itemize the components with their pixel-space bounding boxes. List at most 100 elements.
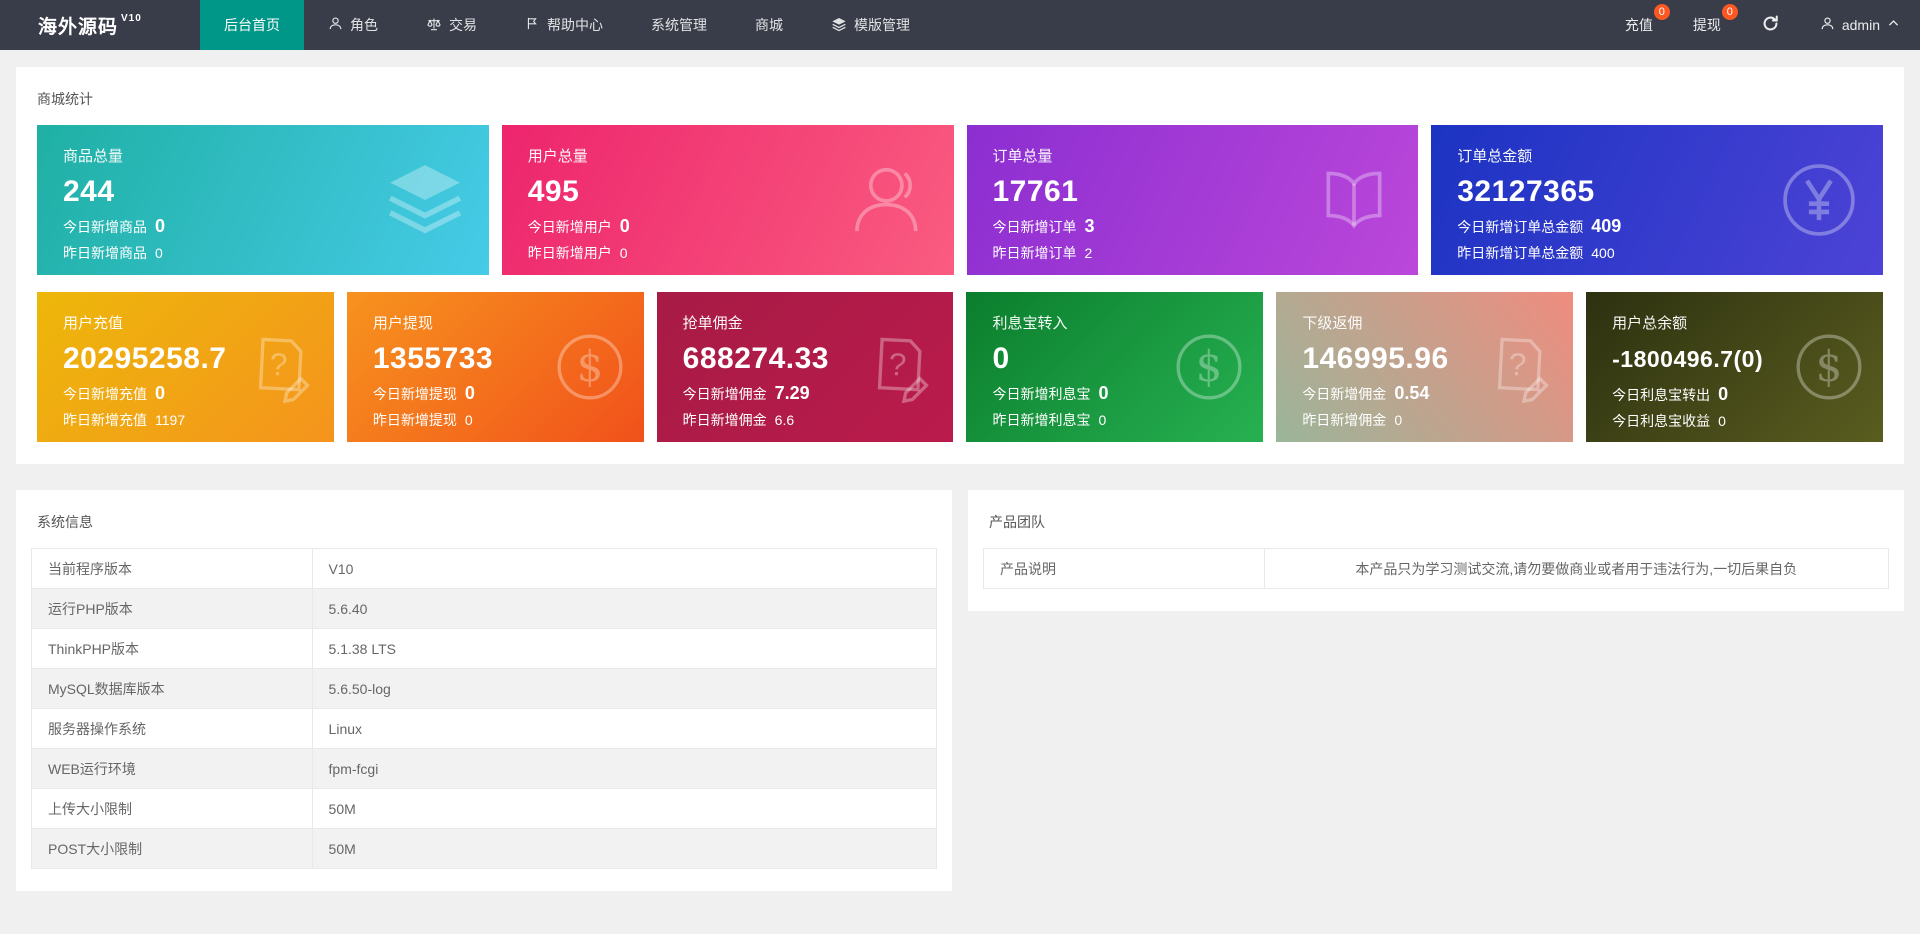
user-menu[interactable]: admin <box>1800 0 1920 50</box>
stat-value: 20295258.7 <box>63 342 227 375</box>
stat-today-line: 今日新增利息宝 0 <box>992 383 1109 403</box>
stat-value: -1800496.7(0) <box>1612 346 1764 372</box>
stat-title: 商品总量 <box>63 148 124 165</box>
withdraw-button[interactable]: 提现 0 <box>1673 0 1741 50</box>
row-value: 50M <box>311 828 938 869</box>
stat-value: 688274.33 <box>682 342 829 375</box>
app-logo[interactable]: 海外源码 V10 <box>0 0 200 50</box>
stat-value: 244 <box>63 175 115 208</box>
withdraw-label: 提现 <box>1692 17 1721 33</box>
stat-card-users: 用户总量 495 今日新增用户 0 昨日新增用户 0 <box>501 125 954 275</box>
system-info-title: 系统信息 <box>37 514 93 530</box>
row-label: POST大小限制 <box>31 828 313 869</box>
stat-card-order-commission: 抢单佣金 688274.33 今日新增佣金 7.29 昨日新增佣金 6.6 ? <box>656 292 954 442</box>
recharge-badge: 0 <box>1653 4 1670 20</box>
nav-item-home[interactable]: 后台首页 <box>200 0 304 50</box>
stat-today-line: 今日新增提现 0 <box>372 383 475 403</box>
username: admin <box>1841 17 1880 33</box>
svg-text:$: $ <box>1196 342 1223 391</box>
nav-item-trade[interactable]: 交易 <box>402 0 501 50</box>
withdraw-badge: 0 <box>1721 4 1738 20</box>
stat-title: 利息宝转入 <box>992 315 1068 332</box>
row-value: 50M <box>311 788 938 829</box>
stat-today-line: 今日新增商品 0 <box>63 216 166 236</box>
stat-yesterday-line: 昨日新增利息宝 0 <box>992 412 1107 428</box>
svg-text:?: ? <box>1508 346 1527 383</box>
table-row: 当前程序版本 V10 <box>31 548 938 589</box>
stat-value: 32127365 <box>1457 175 1595 208</box>
table-row: 服务器操作系统 Linux <box>31 708 938 749</box>
stat-value: 0 <box>992 342 1010 375</box>
product-team-title: 产品团队 <box>989 514 1045 530</box>
stat-title: 订单总量 <box>992 148 1053 165</box>
stats-row-2: 用户充值 20295258.7 今日新增充值 0 昨日新增充值 1197 ? 用户提… <box>31 292 1889 442</box>
person-icon <box>1820 16 1835 34</box>
nav-item-label: 帮助中心 <box>547 17 603 33</box>
mall-stats-title: 商城统计 <box>37 91 93 107</box>
nav-item-roles[interactable]: 角色 <box>304 0 402 50</box>
row-label: 当前程序版本 <box>31 548 313 589</box>
nav-item-template-management[interactable]: 模版管理 <box>807 0 934 50</box>
stat-yesterday-line: 昨日新增提现 0 <box>372 412 473 428</box>
row-value: 5.6.50-log <box>311 668 938 709</box>
stat-title: 用户总余额 <box>1612 315 1688 332</box>
document-question-pencil-icon: ? <box>1479 327 1559 407</box>
flag-icon <box>525 16 540 34</box>
row-label: 产品说明 <box>983 548 1265 589</box>
table-row: 上传大小限制 50M <box>31 788 938 829</box>
stat-title: 下级返佣 <box>1302 315 1363 332</box>
stat-today-line: 今日新增充值 0 <box>63 383 166 403</box>
dollar-circle-icon: $ <box>550 327 630 407</box>
stat-today-line: 今日新增订单 3 <box>992 216 1095 236</box>
stat-yesterday-line: 昨日新增商品 0 <box>63 245 163 261</box>
top-navbar: 海外源码 V10 后台首页 角色 交易 帮助中心 系统管理 商城 模版管理 <box>0 0 1920 50</box>
product-team-panel: 产品团队 产品说明 本产品只为学习测试交流,请勿要做商业或者用于违法行为,一切后果… <box>968 490 1904 611</box>
stat-card-user-balance: 用户总余额 -1800496.7(0) 今日利息宝转出 0 今日利息宝收益 0 $ <box>1586 292 1883 442</box>
stat-title: 订单总金额 <box>1457 148 1533 165</box>
mall-stats-panel: 商城统计 商品总量 244 今日新增商品 0 昨日新增商品 0 用户总量 495 今… <box>16 67 1904 464</box>
stat-card-order-amount: 订单总金额 32127365 今日新增订单总金额 409 昨日新增订单总金额 400 <box>1431 125 1883 275</box>
row-value: fpm-fcgi <box>311 748 938 789</box>
svg-text:?: ? <box>269 346 288 383</box>
row-label: 服务器操作系统 <box>31 708 313 749</box>
nav-item-system-management[interactable]: 系统管理 <box>627 0 731 50</box>
stat-yesterday-line: 昨日新增充值 1197 <box>63 412 186 428</box>
stat-card-orders: 订单总量 17761 今日新增订单 3 昨日新增订单 2 <box>966 125 1419 275</box>
stat-card-subordinate-rebate: 下级返佣 146995.96 今日新增佣金 0.54 昨日新增佣金 0 ? <box>1276 292 1574 442</box>
system-info-panel: 系统信息 当前程序版本 V10 运行PHP版本 5.6.40 ThinkPHP版本 5… <box>16 490 952 891</box>
scales-icon <box>426 16 442 35</box>
person-icon <box>328 16 343 34</box>
nav-item-help-center[interactable]: 帮助中心 <box>501 0 627 50</box>
stat-card-user-withdraw: 用户提现 1355733 今日新增提现 0 昨日新增提现 0 $ <box>346 292 644 442</box>
stat-yesterday-line: 今日利息宝收益 0 <box>1612 413 1726 429</box>
table-row: ThinkPHP版本 5.1.38 LTS <box>31 628 938 669</box>
stat-value: 495 <box>527 175 580 208</box>
stat-yesterday-line: 昨日新增订单总金额 400 <box>1457 245 1615 261</box>
row-value: 5.1.38 LTS <box>311 628 938 669</box>
app-version: V10 <box>121 12 142 24</box>
dollar-circle-icon: $ <box>1789 327 1869 407</box>
table-row: 运行PHP版本 5.6.40 <box>31 588 938 629</box>
recharge-button[interactable]: 充值 0 <box>1605 0 1673 50</box>
user-icon <box>846 156 934 244</box>
stat-value: 146995.96 <box>1302 342 1449 375</box>
stat-title: 用户充值 <box>63 315 124 332</box>
stat-card-user-recharge: 用户充值 20295258.7 今日新增充值 0 昨日新增充值 1197 ? <box>37 292 334 442</box>
book-icon <box>1310 156 1398 244</box>
product-team-table: 产品说明 本产品只为学习测试交流,请勿要做商业或者用于违法行为,一切后果自负 <box>983 548 1890 589</box>
nav-item-mall[interactable]: 商城 <box>731 0 807 50</box>
stat-today-line: 今日新增佣金 0.54 <box>1302 383 1430 403</box>
stat-today-line: 今日利息宝转出 0 <box>1612 384 1729 404</box>
stat-yesterday-line: 昨日新增佣金 6.6 <box>682 412 795 428</box>
chevron-up-icon <box>1887 17 1900 33</box>
svg-text:$: $ <box>576 342 603 391</box>
row-value: V10 <box>311 548 938 589</box>
table-row: 产品说明 本产品只为学习测试交流,请勿要做商业或者用于违法行为,一切后果自负 <box>983 548 1890 589</box>
document-question-pencil-icon: ? <box>859 327 939 407</box>
nav-item-label: 系统管理 <box>651 17 707 33</box>
refresh-button[interactable] <box>1741 0 1800 50</box>
stat-title: 用户提现 <box>372 315 433 332</box>
layers-icon <box>381 156 469 244</box>
stat-today-line: 今日新增佣金 7.29 <box>682 383 810 403</box>
refresh-icon <box>1761 14 1780 36</box>
